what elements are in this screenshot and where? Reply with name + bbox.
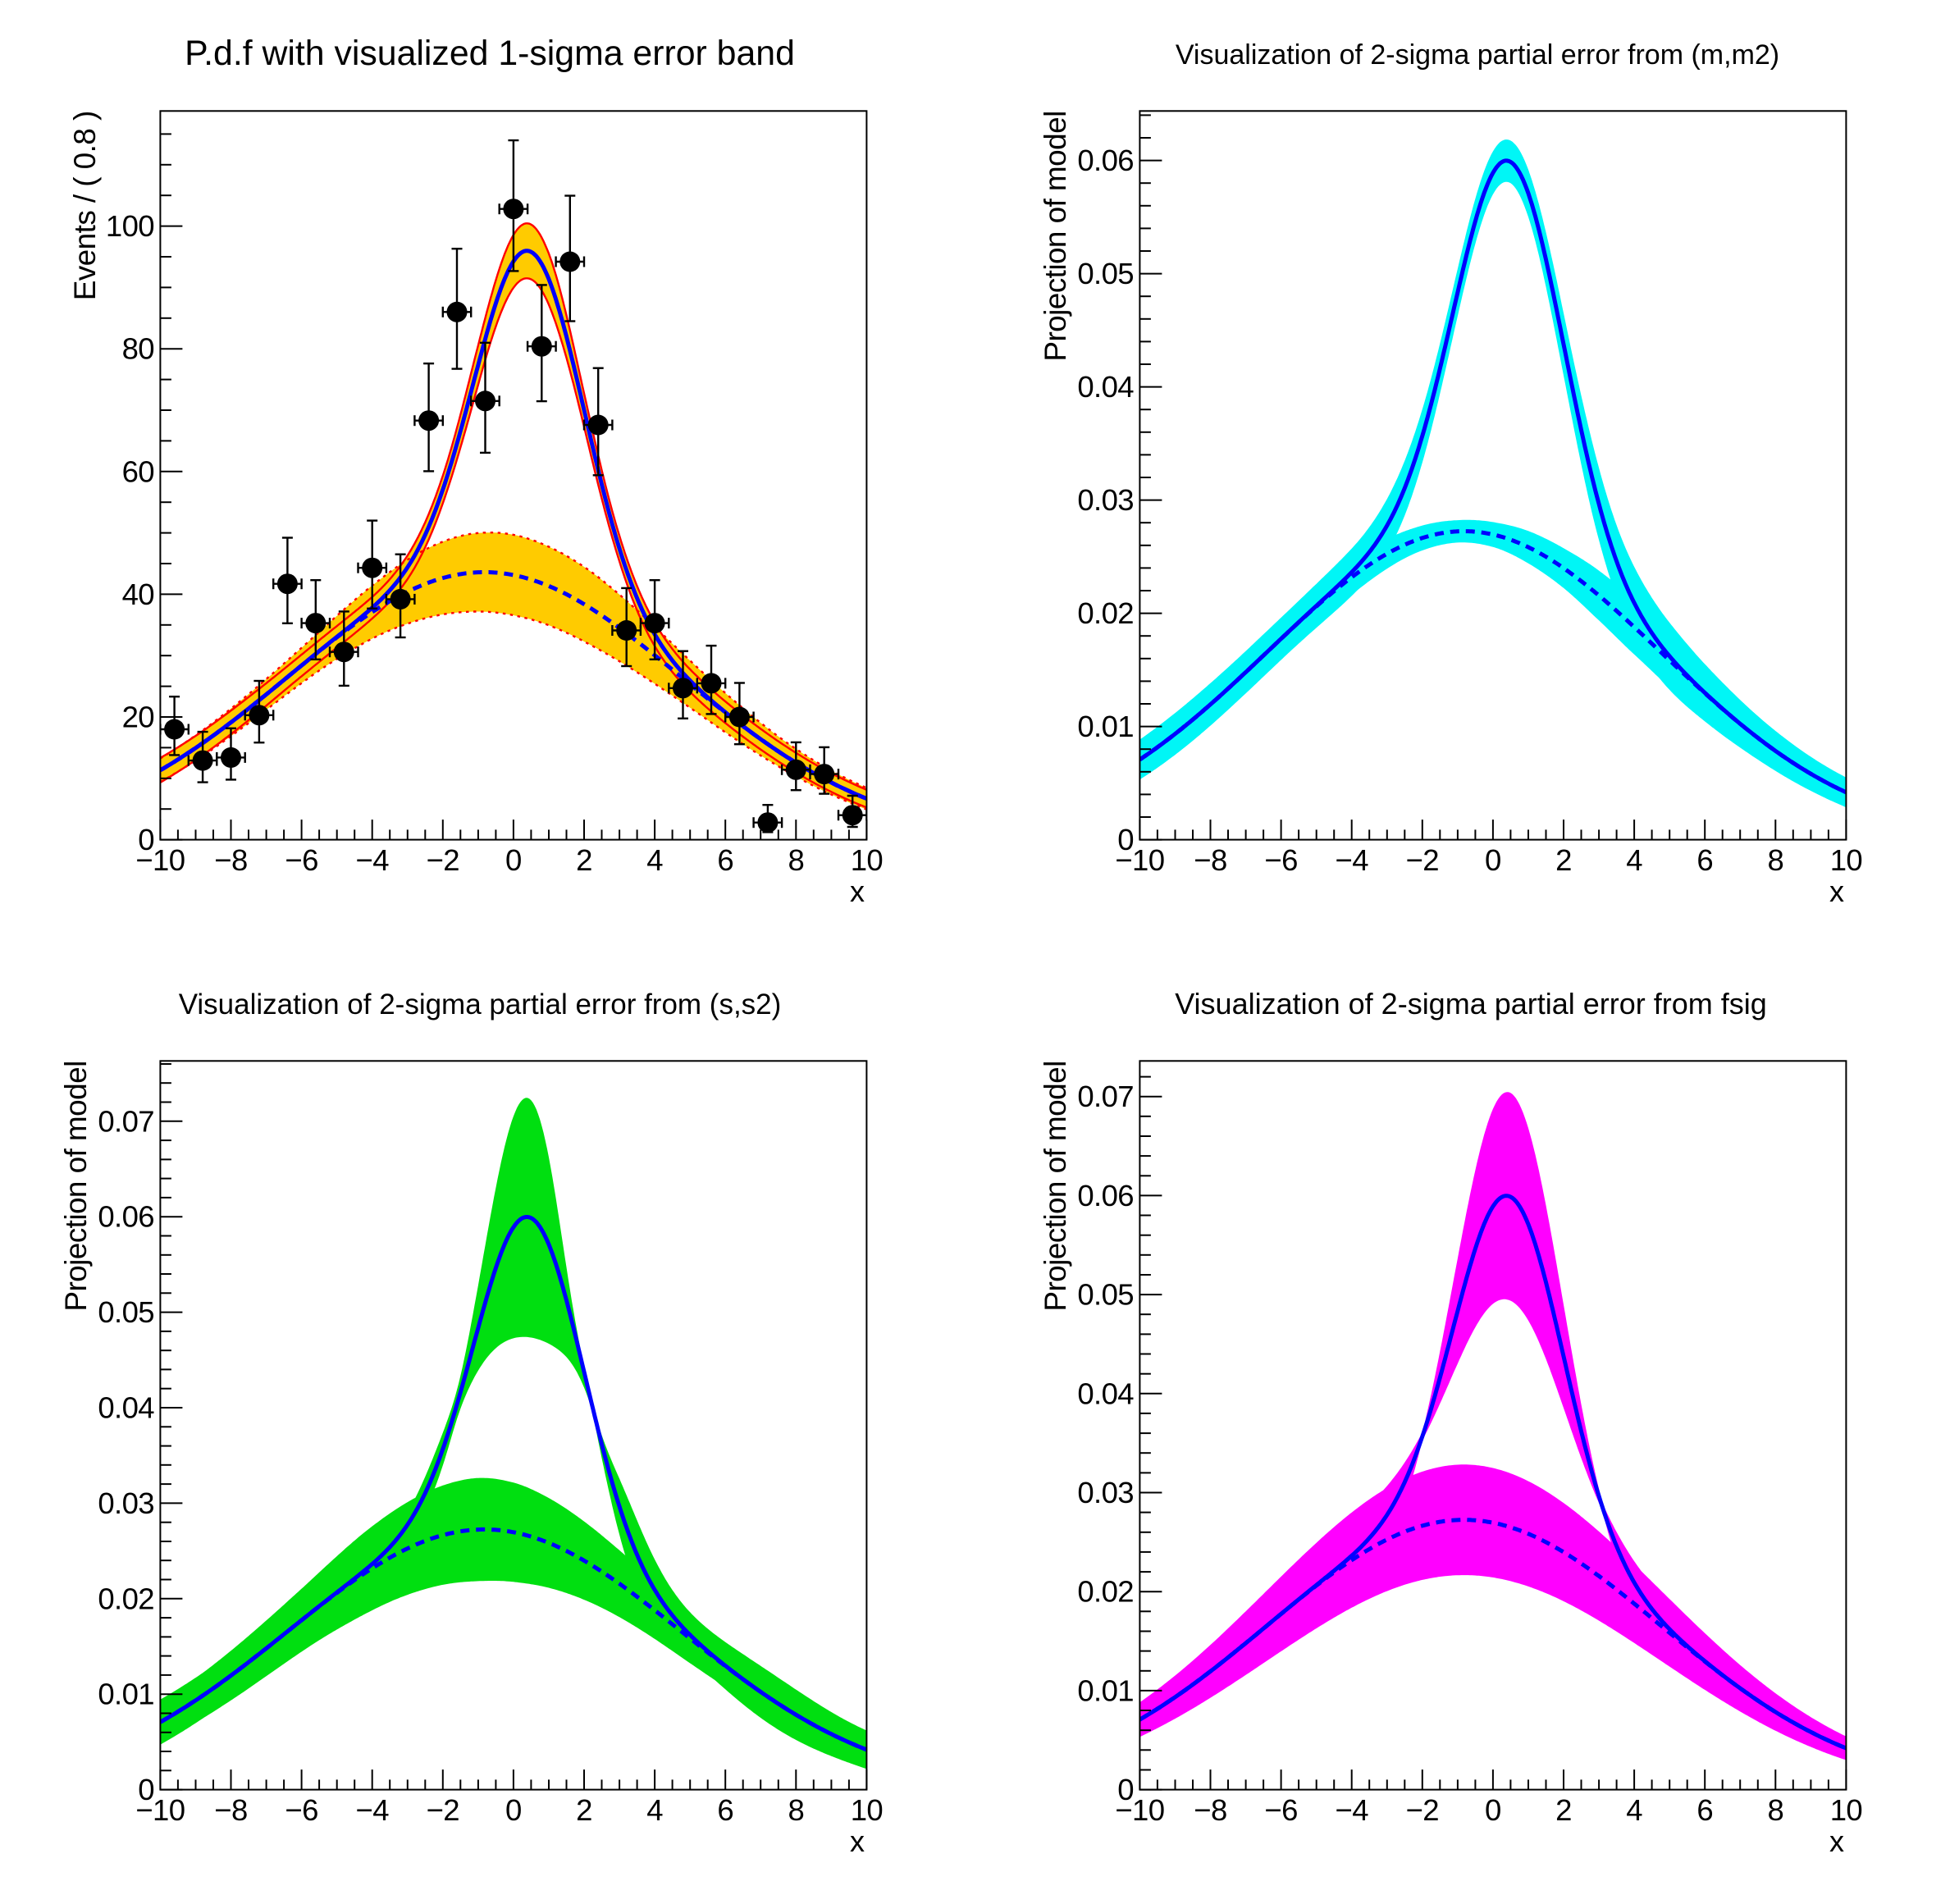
svg-text:0.04: 0.04: [1077, 370, 1134, 404]
svg-text:0.01: 0.01: [1077, 1673, 1134, 1707]
svg-text:60: 60: [122, 454, 154, 488]
svg-text:−4: −4: [355, 1793, 389, 1827]
svg-text:0.03: 0.03: [98, 1486, 154, 1520]
svg-text:x: x: [850, 874, 865, 908]
svg-text:6: 6: [1696, 1793, 1713, 1827]
svg-text:100: 100: [106, 209, 154, 243]
svg-text:2: 2: [576, 843, 592, 877]
svg-text:−8: −8: [1194, 843, 1226, 877]
svg-text:10: 10: [851, 843, 883, 877]
svg-text:8: 8: [1767, 1793, 1783, 1827]
svg-text:0.05: 0.05: [98, 1295, 154, 1329]
svg-text:2: 2: [1555, 843, 1572, 877]
svg-text:0: 0: [505, 1793, 522, 1827]
svg-text:0.06: 0.06: [98, 1200, 154, 1234]
svg-text:Visualization of 2-sigma parti: Visualization of 2-sigma partial error f…: [179, 989, 782, 1020]
svg-text:−4: −4: [1335, 1793, 1368, 1827]
svg-text:0.04: 0.04: [98, 1391, 154, 1425]
svg-text:0.01: 0.01: [98, 1678, 154, 1711]
svg-text:10: 10: [1830, 1793, 1862, 1827]
svg-text:0: 0: [1117, 1773, 1134, 1806]
svg-text:0.06: 0.06: [1077, 1179, 1134, 1212]
svg-text:4: 4: [646, 1793, 663, 1827]
svg-text:0.02: 0.02: [1077, 1575, 1134, 1609]
svg-text:0: 0: [505, 843, 522, 877]
svg-text:0.02: 0.02: [1077, 596, 1134, 630]
svg-text:−6: −6: [1264, 1793, 1297, 1827]
svg-text:4: 4: [1626, 1793, 1642, 1827]
svg-text:x: x: [1829, 1824, 1844, 1858]
svg-text:P.d.f with visualized 1-sigma: P.d.f with visualized 1-sigma error band: [185, 34, 795, 73]
svg-text:−4: −4: [1335, 843, 1368, 877]
svg-text:10: 10: [851, 1793, 883, 1827]
svg-text:−8: −8: [214, 1793, 247, 1827]
svg-text:0: 0: [1485, 1793, 1501, 1827]
svg-text:−2: −2: [1406, 1793, 1439, 1827]
svg-text:−6: −6: [285, 1793, 317, 1827]
svg-text:0.05: 0.05: [1077, 1278, 1134, 1312]
svg-text:0.07: 0.07: [98, 1104, 154, 1138]
svg-text:0.02: 0.02: [98, 1582, 154, 1615]
svg-text:−2: −2: [427, 1793, 459, 1827]
svg-text:−10: −10: [135, 1793, 185, 1827]
svg-text:6: 6: [1696, 843, 1713, 877]
svg-text:0.04: 0.04: [1077, 1377, 1134, 1410]
svg-text:Projection of model: Projection of model: [59, 1061, 93, 1311]
svg-text:2: 2: [576, 1793, 592, 1827]
svg-text:Events / ( 0.8 ): Events / ( 0.8 ): [68, 111, 102, 300]
svg-text:−2: −2: [427, 843, 459, 877]
svg-text:2: 2: [1555, 1793, 1572, 1827]
svg-text:0: 0: [138, 823, 154, 856]
svg-text:0: 0: [138, 1773, 154, 1806]
svg-text:4: 4: [646, 843, 663, 877]
svg-text:−10: −10: [1115, 1793, 1164, 1827]
svg-text:0.03: 0.03: [1077, 1476, 1134, 1509]
svg-text:0.01: 0.01: [1077, 710, 1134, 743]
svg-text:−8: −8: [1194, 1793, 1226, 1827]
svg-text:0: 0: [1485, 843, 1501, 877]
svg-text:6: 6: [717, 843, 733, 877]
svg-text:x: x: [850, 1824, 865, 1858]
svg-text:0: 0: [1117, 823, 1134, 856]
svg-text:8: 8: [1767, 843, 1783, 877]
svg-text:10: 10: [1830, 843, 1862, 877]
svg-text:80: 80: [122, 332, 154, 366]
svg-text:0.06: 0.06: [1077, 144, 1134, 177]
svg-text:Projection of model: Projection of model: [1039, 111, 1072, 361]
svg-text:x: x: [1829, 874, 1844, 908]
svg-text:40: 40: [122, 578, 154, 611]
svg-text:6: 6: [717, 1793, 733, 1827]
svg-text:0.05: 0.05: [1077, 257, 1134, 290]
svg-text:0.03: 0.03: [1077, 483, 1134, 517]
svg-text:4: 4: [1626, 843, 1642, 877]
svg-text:−6: −6: [1264, 843, 1297, 877]
svg-text:Visualization of 2-sigma parti: Visualization of 2-sigma partial error f…: [1175, 987, 1767, 1020]
svg-text:−2: −2: [1406, 843, 1439, 877]
svg-text:−8: −8: [214, 843, 247, 877]
svg-text:Visualization of 2-sigma parti: Visualization of 2-sigma partial error f…: [1176, 39, 1779, 71]
svg-text:8: 8: [788, 843, 804, 877]
svg-text:Projection of model: Projection of model: [1039, 1061, 1072, 1311]
svg-text:−6: −6: [285, 843, 317, 877]
svg-text:−4: −4: [355, 843, 389, 877]
svg-text:0.07: 0.07: [1077, 1080, 1134, 1113]
svg-text:8: 8: [788, 1793, 804, 1827]
svg-text:20: 20: [122, 701, 154, 734]
svg-text:−10: −10: [1115, 843, 1164, 877]
svg-text:−10: −10: [135, 843, 185, 877]
